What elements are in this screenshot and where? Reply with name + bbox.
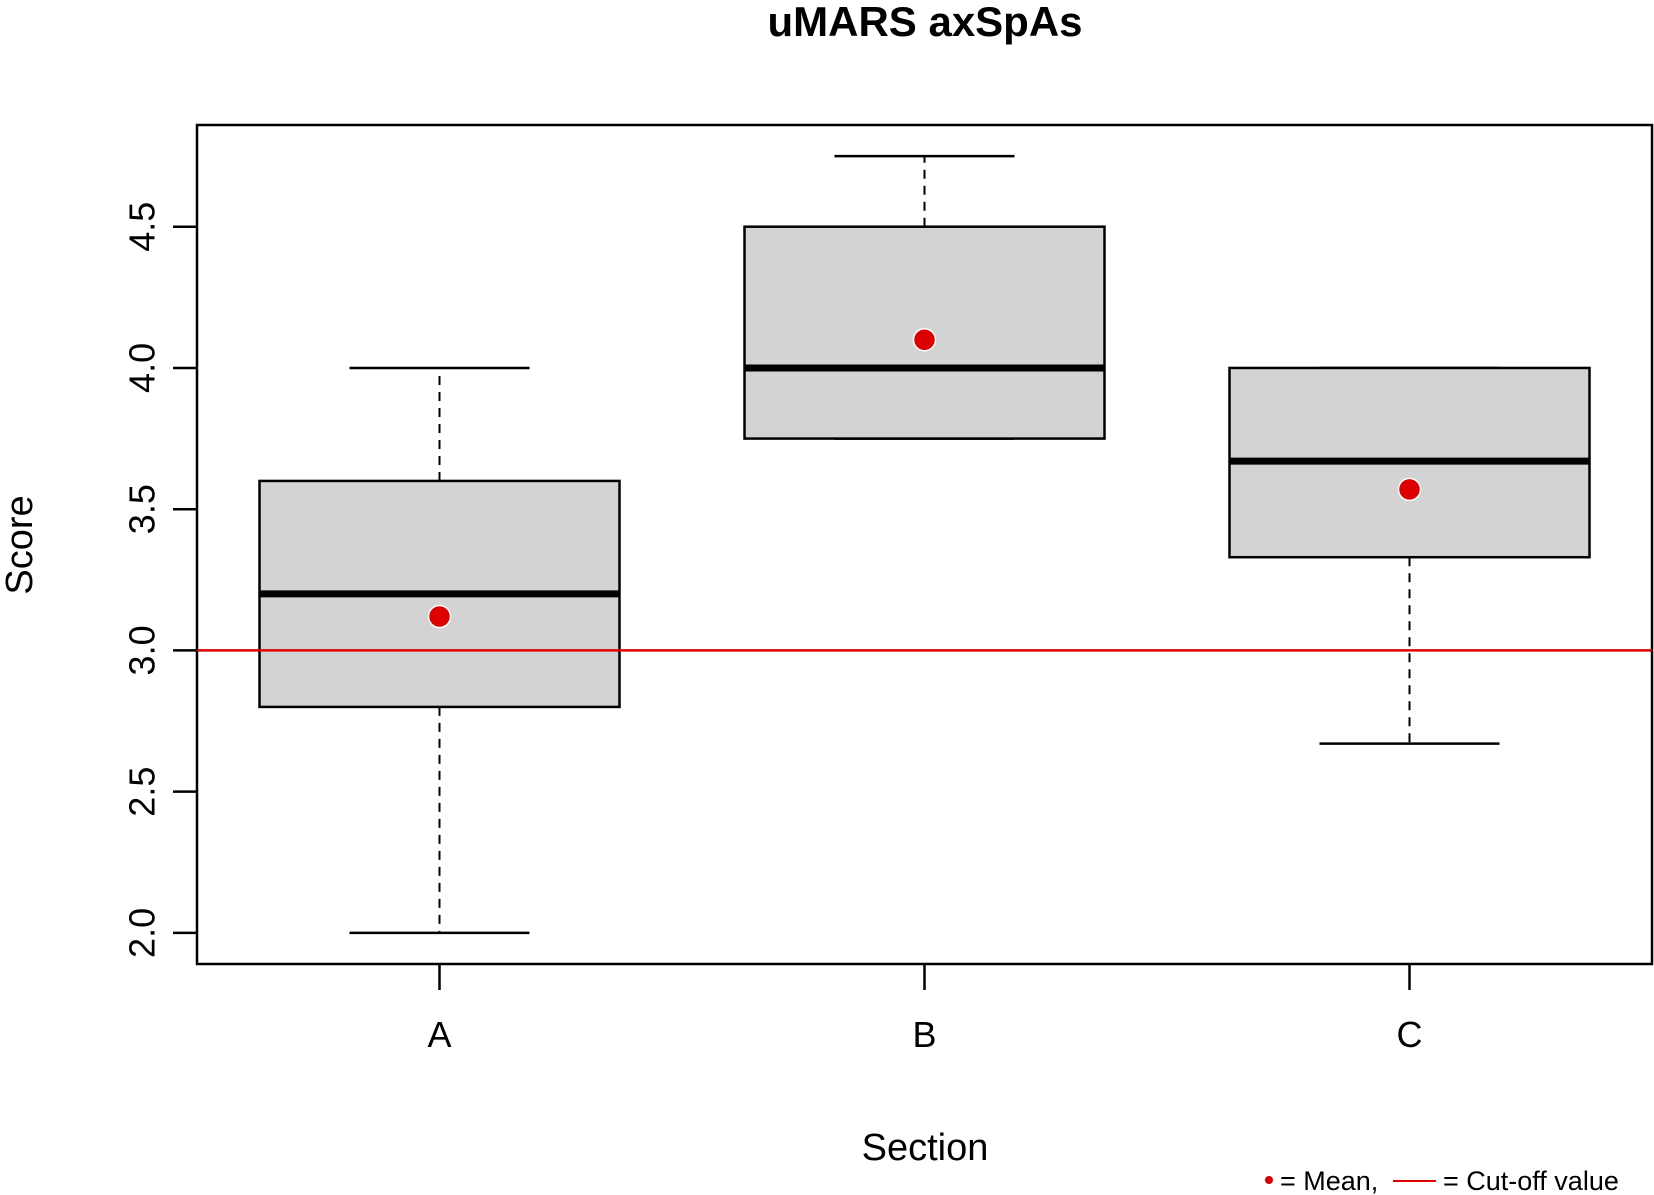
legend-mean-label: = Mean, <box>1280 1166 1378 1195</box>
y-tick-label: 2.5 <box>122 767 163 817</box>
mean-point-b <box>912 327 937 352</box>
y-tick-label: 2.0 <box>122 908 163 958</box>
chart-title: uMARS axSpAs <box>767 0 1082 45</box>
x-axis: A B C <box>427 964 1423 1055</box>
mean-point-a <box>427 604 452 629</box>
x-tick-label: B <box>912 1014 936 1055</box>
legend-mean-marker <box>1265 1176 1273 1184</box>
y-tick-label: 3.0 <box>122 625 163 675</box>
box-group-b <box>743 154 1106 440</box>
plot-area <box>197 154 1652 935</box>
x-tick-label: C <box>1397 1014 1423 1055</box>
y-axis: 2.0 2.5 3.0 3.5 4.0 4.5 <box>122 202 197 958</box>
x-tick-label: A <box>427 1014 451 1055</box>
y-tick-label: 4.5 <box>122 202 163 252</box>
x-axis-label: Section <box>862 1127 989 1169</box>
legend: = Mean, = Cut-off value <box>1265 1166 1619 1195</box>
box-group-a <box>258 366 621 935</box>
y-tick-label: 4.0 <box>122 343 163 393</box>
legend-cutoff-label: = Cut-off value <box>1443 1166 1619 1195</box>
mean-point-c <box>1397 477 1422 502</box>
y-tick-label: 3.5 <box>122 484 163 534</box>
y-axis-label: Score <box>0 495 41 594</box>
box-group-c <box>1228 366 1591 745</box>
